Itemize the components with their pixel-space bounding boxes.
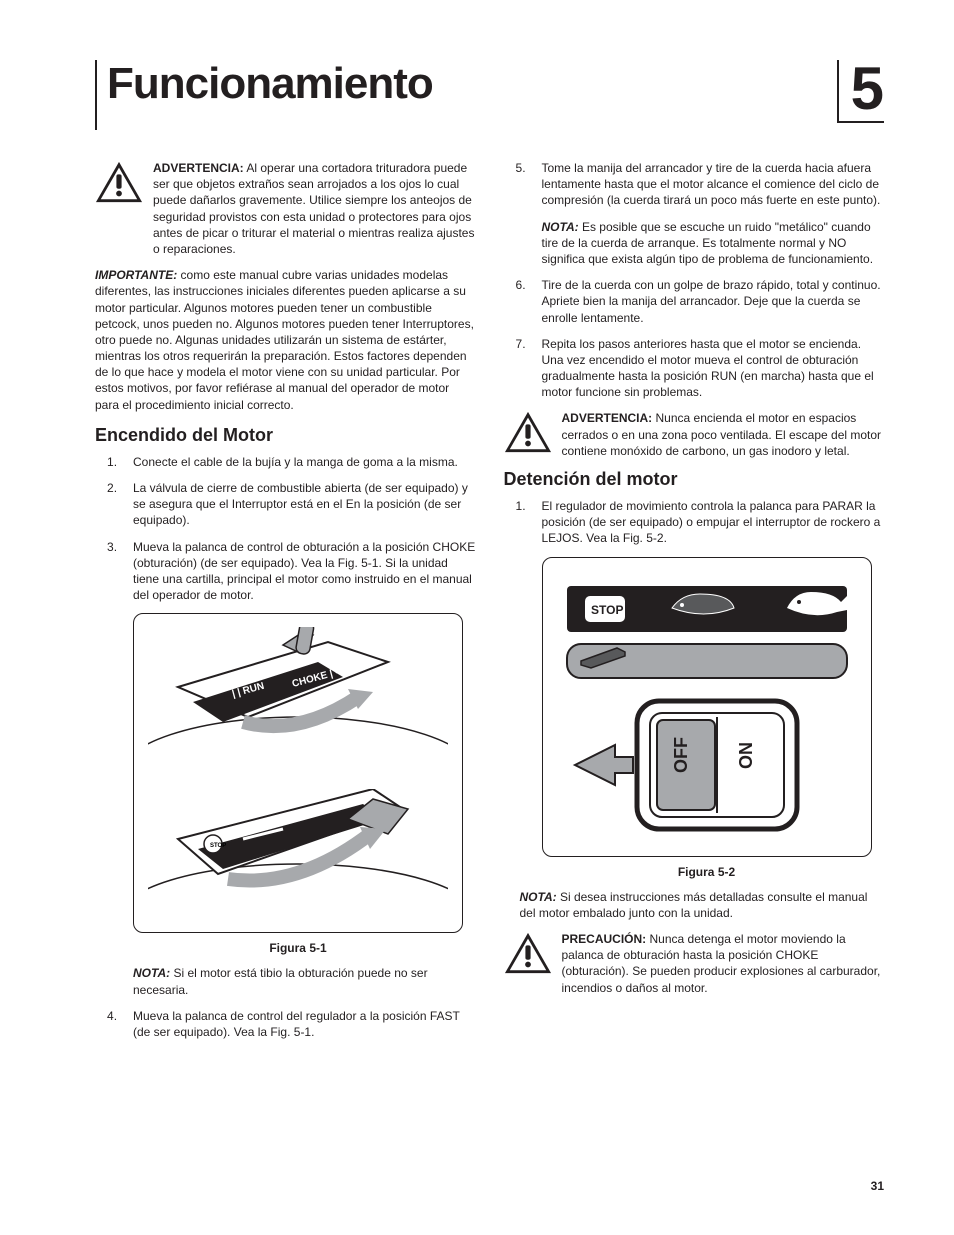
warning-block-1: ADVERTENCIA: Al operar una cortadora tri… [95, 160, 476, 257]
steps-list-1b: Mueva la palanca de control del regulado… [95, 1008, 476, 1040]
heading-encendido: Encendido del Motor [95, 425, 476, 446]
step-7: Repita los pasos anteriores hasta que el… [504, 336, 885, 401]
figure-5-2-top-svg: STOP [557, 578, 857, 688]
page-title: Funcionamiento [107, 60, 433, 108]
importante-label: IMPORTANTE: [95, 268, 177, 282]
detencion-list: El regulador de movimiento controla la p… [504, 498, 885, 547]
precaucion-block: PRECAUCIÓN: Nunca detenga el motor movie… [504, 931, 885, 996]
nota-2-label: NOTA: [542, 220, 579, 234]
warning-body: Al operar una cortadora trituradora pued… [153, 161, 474, 256]
warning-block-2: ADVERTENCIA: Nunca encienda el motor en … [504, 410, 885, 459]
warning-text-1: ADVERTENCIA: Al operar una cortadora tri… [153, 160, 476, 257]
warning-triangle-icon [504, 410, 552, 454]
figure-5-2: STOP OFF ON [542, 557, 872, 857]
figure-5-2-caption: Figura 5-2 [542, 865, 872, 879]
step-6: Tire de la cuerda con un golpe de brazo … [504, 277, 885, 326]
warning-triangle-icon [95, 160, 143, 204]
figure-5-2-bottom-svg: OFF ON [557, 695, 857, 835]
svg-text:OFF: OFF [671, 737, 691, 773]
detencion-step-1: El regulador de movimiento controla la p… [504, 498, 885, 547]
warning-triangle-icon [504, 931, 552, 975]
page-number: 31 [871, 1179, 884, 1193]
nota-1-body: Si el motor está tibio la obturación pue… [133, 966, 428, 996]
figure-5-1-bottom-svg: STOP [148, 789, 448, 919]
importante-paragraph: IMPORTANTE: como este manual cubre varia… [95, 267, 476, 413]
svg-text:STOP: STOP [591, 603, 623, 617]
content-columns: ADVERTENCIA: Al operar una cortadora tri… [95, 160, 884, 1050]
nota-2: NOTA: Es posible que se escuche un ruido… [504, 219, 885, 268]
steps-list-1: Conecte el cable de la bujía y la manga … [95, 454, 476, 604]
step-5: Tome la manija del arrancador y tire de … [504, 160, 885, 209]
right-column: Tome la manija del arrancador y tire de … [504, 160, 885, 1050]
figure-5-1-top-svg: | | RUN CHOKE | • [148, 627, 448, 777]
warning-2-label: ADVERTENCIA: [562, 411, 653, 425]
nota-1-label: NOTA: [133, 966, 170, 980]
warning-text-2: ADVERTENCIA: Nunca encienda el motor en … [562, 410, 885, 459]
step-4: Mueva la palanca de control del regulado… [95, 1008, 476, 1040]
steps-list-2b: Tire de la cuerda con un golpe de brazo … [504, 277, 885, 400]
left-column: ADVERTENCIA: Al operar una cortadora tri… [95, 160, 476, 1050]
importante-body: como este manual cubre varias unidades m… [95, 268, 474, 412]
warning-label: ADVERTENCIA: [153, 161, 244, 175]
nota-1: NOTA: Si el motor está tibio la obturaci… [95, 965, 476, 997]
figure-5-1-caption: Figura 5-1 [133, 941, 463, 955]
chapter-number: 5 [837, 60, 884, 123]
svg-text:STOP: STOP [210, 843, 226, 849]
nota-3: NOTA: Si desea instrucciones más detalla… [504, 889, 885, 921]
nota-3-label: NOTA: [520, 890, 557, 904]
step-2: La válvula de cierre de combustible abie… [95, 480, 476, 529]
nota-2-body: Es posible que se escuche un ruido "metá… [542, 220, 874, 266]
figure-5-1: | | RUN CHOKE | • STOP [133, 613, 463, 933]
precaucion-text: PRECAUCIÓN: Nunca detenga el motor movie… [562, 931, 885, 996]
precaucion-label: PRECAUCIÓN: [562, 932, 647, 946]
step-1: Conecte el cable de la bujía y la manga … [95, 454, 476, 470]
page-header: Funcionamiento 5 [95, 60, 884, 130]
steps-list-2: Tome la manija del arrancador y tire de … [504, 160, 885, 209]
step-3: Mueva la palanca de control de obturació… [95, 539, 476, 604]
nota-3-body: Si desea instrucciones más detalladas co… [520, 890, 868, 920]
svg-text:ON: ON [736, 742, 756, 769]
heading-detencion: Detención del motor [504, 469, 885, 490]
